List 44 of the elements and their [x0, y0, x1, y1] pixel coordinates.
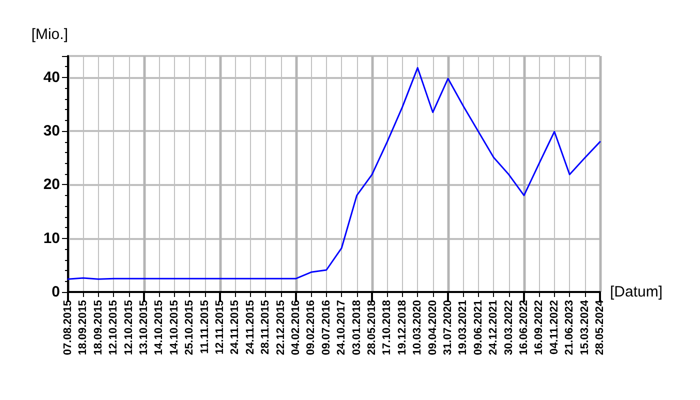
- x-tick-label: 14.10.2015: [153, 300, 166, 356]
- x-tick-label: 12.10.2015: [122, 300, 135, 356]
- x-tick-label: 11.11.2015: [198, 300, 211, 354]
- x-tick-label: 04.11.2022: [548, 300, 560, 354]
- x-tick-label: 22.12.2015: [274, 300, 287, 356]
- x-tick-label: 16.06.2022: [518, 300, 530, 356]
- x-tick-label: 15.03.2024: [578, 299, 591, 356]
- x-tick-label: 14.10.2015: [168, 300, 180, 356]
- line-series: [67, 67, 601, 280]
- x-tick-label: 09.06.2021: [472, 300, 484, 356]
- x-tick-label: 19.03.2021: [457, 300, 470, 356]
- x-tick-label: 09.02.2016: [305, 300, 318, 356]
- x-tick-label: 30.03.2022: [502, 300, 515, 356]
- y-axis-title: [Mio.]: [31, 26, 68, 43]
- x-tick-label: 24.10.2017: [336, 300, 348, 356]
- x-tick-label: 17.10.2018: [381, 300, 394, 356]
- x-tick-label: 09.04.2020: [426, 300, 439, 356]
- x-tick-label: 18.09.2015: [92, 300, 104, 356]
- x-tick-label: 13.10.2015: [138, 300, 150, 356]
- y-tick-label: 40: [43, 68, 60, 86]
- x-tick-label: 21.06.2023: [564, 300, 576, 356]
- x-tick-label: 19.12.2018: [396, 300, 408, 356]
- x-tick-label: 12.11.2015: [214, 300, 226, 354]
- x-tick-label: 28.05.2024: [594, 299, 606, 356]
- x-tick-label: 10.03.2020: [412, 300, 424, 356]
- x-tick-label: 24.11.2015: [229, 300, 242, 354]
- x-tick-label: 03.01.2018: [350, 300, 363, 356]
- y-tick-label: 20: [43, 176, 60, 194]
- y-tick-label: 30: [43, 122, 60, 140]
- x-tick-label: 18.09.2015: [77, 300, 90, 356]
- x-tick-label: 24.12.2021: [488, 300, 500, 356]
- x-tick-label: 04.02.2016: [290, 300, 302, 356]
- x-axis-title: [Datum]: [610, 284, 663, 300]
- x-tick-label: 12.10.2015: [108, 300, 120, 356]
- x-tick-label: 28.11.2015: [260, 300, 272, 354]
- x-tick-label: 31.07.2020: [442, 300, 454, 356]
- x-tick-label: 07.08.2015: [62, 300, 74, 356]
- x-tick-label: 24.11.2015: [244, 300, 256, 354]
- x-tick-label: 28.05.2018: [366, 300, 378, 356]
- y-tick-label: 10: [43, 230, 60, 247]
- y-tick-label: 0: [52, 284, 60, 300]
- x-tick-label: 09.07.2016: [320, 300, 332, 356]
- x-tick-label: 25.10.2015: [184, 300, 196, 356]
- x-tick-label: 16.09.2022: [533, 300, 546, 356]
